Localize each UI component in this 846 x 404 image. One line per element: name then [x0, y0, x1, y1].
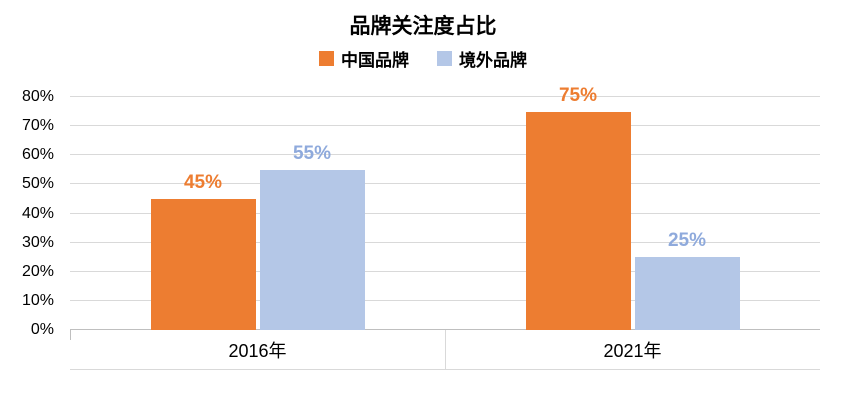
y-tick-label: 50%	[21, 175, 54, 193]
gridline	[70, 299, 820, 301]
x-axis-divider	[445, 330, 446, 369]
chart-title: 品牌关注度占比	[349, 15, 497, 38]
y-tick-label: 0%	[30, 321, 54, 338]
legend-label-china-brand: 中国品牌	[341, 51, 409, 70]
legend-label-foreign-brand: 境外品牌	[459, 51, 527, 70]
bar-label-foreign-brand-2021: 25%	[667, 230, 707, 252]
chart-legend: 中国品牌 境外品牌	[0, 46, 846, 71]
gridline	[70, 154, 820, 156]
bar-label-foreign-brand-2016: 55%	[292, 142, 332, 164]
bar-label-china-brand-2016: 45%	[183, 171, 223, 193]
y-tick-label: 20%	[21, 262, 54, 280]
legend-swatch-foreign-brand	[437, 51, 452, 66]
gridline	[70, 270, 820, 272]
bar-group-2016: 45% 55%	[70, 97, 445, 330]
gridline	[70, 183, 820, 185]
y-tick-label: 10%	[21, 291, 54, 309]
y-tick-label: 40%	[21, 204, 54, 222]
x-category-2016: 2016年	[228, 340, 287, 361]
legend-item-china-brand: 中国品牌	[319, 46, 409, 71]
y-tick-label: 30%	[21, 233, 54, 251]
gridline	[70, 241, 820, 243]
x-category-2021: 2021年	[603, 340, 662, 361]
bar-group-2021: 75% 25%	[445, 85, 820, 330]
gridline	[70, 212, 820, 214]
y-tick-label: 80%	[21, 88, 54, 105]
bar-label-china-brand-2021: 75%	[558, 84, 598, 106]
plot-area: 45% 55% 75% 25%	[70, 85, 820, 330]
x-axis-band: 2016年 2021年	[70, 330, 820, 370]
bar-foreign-brand-2021: 25%	[634, 230, 740, 330]
y-tick-label: 60%	[21, 146, 54, 164]
x-axis-line	[70, 329, 820, 330]
y-axis: 0% 10% 20% 30% 40% 50% 60% 70% 80%	[0, 89, 62, 338]
x-axis-tick	[70, 330, 71, 340]
bar-china-brand-2016: 45%	[150, 172, 256, 330]
legend-swatch-china-brand	[319, 51, 334, 66]
bar-foreign-brand-2016: 55%	[259, 143, 365, 330]
bar-china-brand-2021: 75%	[525, 85, 631, 330]
gridline	[70, 96, 820, 97]
legend-item-foreign-brand: 境外品牌	[437, 46, 527, 71]
y-tick-label: 70%	[21, 117, 54, 135]
gridline	[70, 125, 820, 127]
